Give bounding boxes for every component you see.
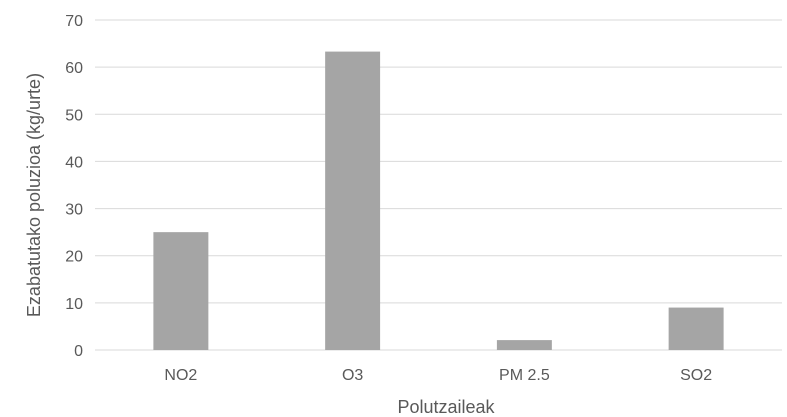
x-tick-label: SO2 [680, 367, 712, 384]
y-tick-label: 0 [74, 343, 83, 360]
gridlines [95, 19, 782, 351]
y-tick-label: 30 [65, 202, 83, 219]
bars [153, 51, 724, 350]
y-tick-label: 20 [65, 249, 83, 266]
y-tick-label: 50 [65, 107, 83, 124]
y-tick-label: 40 [65, 154, 83, 171]
bar-pm-2-5 [496, 340, 552, 350]
x-axis-title: Polutzaileak [397, 397, 495, 417]
y-tick-label: 60 [65, 60, 83, 77]
x-tick-label: NO2 [164, 367, 197, 384]
bar-so2 [668, 307, 724, 350]
bar-no2 [153, 232, 209, 350]
y-tick-label: 10 [65, 296, 83, 313]
x-tick-label: PM 2.5 [499, 367, 550, 384]
bar-o3 [325, 51, 381, 350]
y-tick-label: 70 [65, 13, 83, 30]
x-tick-labels: NO2 O3 PM 2.5 SO2 [164, 367, 712, 384]
y-axis-title: Ezabatutako poluzioa (kg/urte) [24, 73, 44, 317]
x-tick-label: O3 [342, 367, 363, 384]
y-tick-labels: 0 10 20 30 40 50 60 70 [65, 13, 83, 360]
